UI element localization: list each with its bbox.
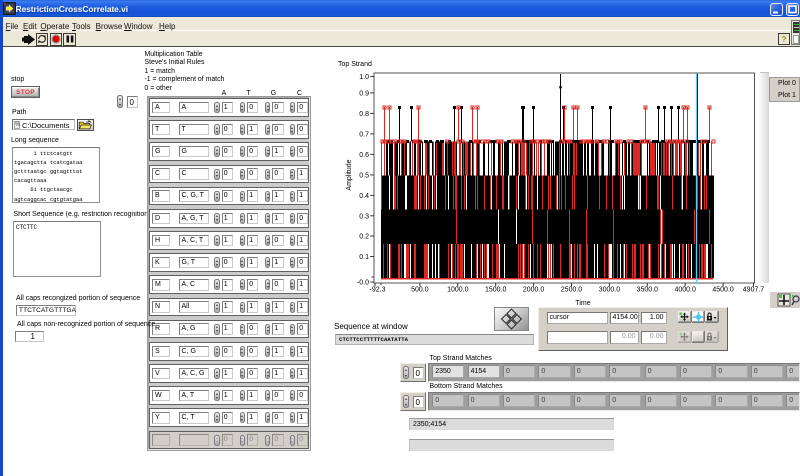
svg-text:4000.0: 4000.0	[674, 287, 696, 294]
svg-text:0.6: 0.6	[359, 152, 369, 159]
svg-text:0.3: 0.3	[359, 213, 369, 220]
svg-text:1500.0: 1500.0	[485, 287, 507, 294]
svg-text:0.7: 0.7	[359, 131, 369, 138]
svg-text:0.9: 0.9	[359, 90, 369, 97]
svg-text:2000.0: 2000.0	[523, 287, 545, 294]
svg-text:Time: Time	[575, 300, 590, 307]
svg-text:-0.0: -0.0	[357, 280, 369, 287]
svg-text:500.0: 500.0	[411, 287, 429, 294]
svg-text:2500.0: 2500.0	[561, 287, 583, 294]
svg-text:Amplitude: Amplitude	[346, 159, 353, 190]
svg-text:1.0: 1.0	[359, 74, 369, 81]
svg-text:1000.0: 1000.0	[447, 287, 469, 294]
svg-text:3500.0: 3500.0	[637, 287, 659, 294]
svg-text:3000.0: 3000.0	[599, 287, 621, 294]
svg-text:0.2: 0.2	[359, 234, 369, 241]
svg-text:4500.0: 4500.0	[712, 287, 734, 294]
svg-text:0.4: 0.4	[359, 193, 369, 200]
svg-text:0.5: 0.5	[359, 172, 369, 179]
svg-text:4907.7: 4907.7	[743, 287, 765, 294]
svg-text:0.1: 0.1	[359, 254, 369, 261]
svg-text:-92.3: -92.3	[370, 287, 386, 294]
svg-text:0.8: 0.8	[359, 111, 369, 118]
